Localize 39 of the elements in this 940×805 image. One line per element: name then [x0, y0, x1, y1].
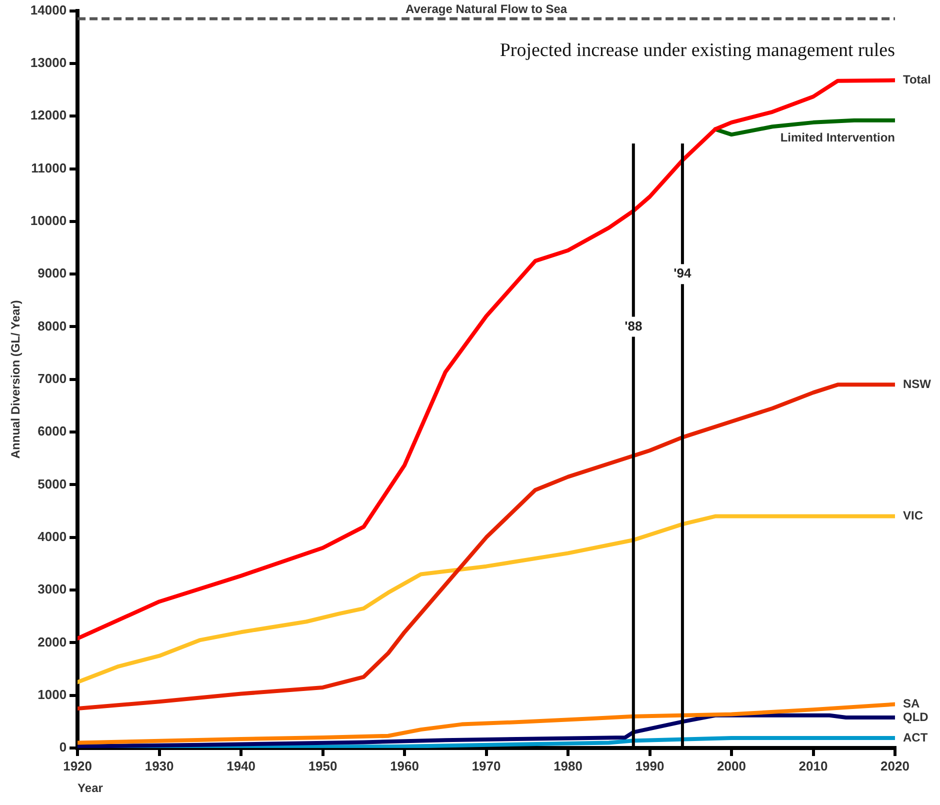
y-tick-label: 9000: [38, 266, 67, 281]
ref-line-label: Average Natural Flow to Sea: [405, 2, 568, 16]
x-tick-label: 2010: [798, 758, 828, 774]
x-tick-label: 1930: [144, 758, 174, 774]
annotation: '94: [674, 266, 692, 281]
x-tick-label: 1980: [554, 758, 582, 774]
y-axis-title: Annual Diversion (GL/ Year): [8, 300, 23, 459]
y-tick-label: 13000: [30, 55, 67, 70]
x-tick-label: 1940: [226, 758, 256, 774]
y-tick-label: 2000: [38, 634, 67, 650]
y-tick-label: 10000: [30, 213, 67, 228]
y-tick-label: 7000: [38, 370, 67, 386]
series-label: SA: [903, 696, 920, 711]
y-tick-label: 12000: [30, 108, 67, 123]
y-tick-label: 3000: [38, 582, 67, 597]
x-tick-label: 1970: [472, 758, 501, 774]
x-tick-label: 1990: [635, 758, 664, 774]
series-label: NSW: [903, 376, 932, 391]
y-tick-label: 8000: [38, 318, 67, 334]
x-tick-label: 2020: [880, 758, 910, 774]
series-label: Limited Intervention: [780, 130, 895, 145]
x-tick-label: 1920: [63, 758, 92, 774]
x-tick-label: 1960: [390, 758, 419, 774]
x-tick-label: 2000: [717, 758, 746, 774]
x-tick-label: 1950: [308, 758, 338, 774]
y-tick-label: 5000: [38, 476, 67, 492]
y-tick-label: 4000: [38, 528, 67, 544]
series-label: VIC: [903, 508, 924, 523]
series-label: ACT: [903, 730, 928, 744]
annotation: Projected increase under existing management rules: [500, 40, 895, 61]
y-tick-label: 6000: [38, 424, 67, 439]
y-tick-label: 1000: [38, 686, 67, 702]
y-tick-label: 11000: [31, 160, 67, 176]
y-tick-label: 14000: [30, 2, 67, 18]
series-label: Total: [903, 72, 931, 87]
y-tick-label: 0: [59, 740, 67, 755]
x-axis-title: Year: [78, 781, 104, 796]
annotation: '88: [624, 318, 642, 334]
series-label: QLD: [903, 710, 929, 724]
